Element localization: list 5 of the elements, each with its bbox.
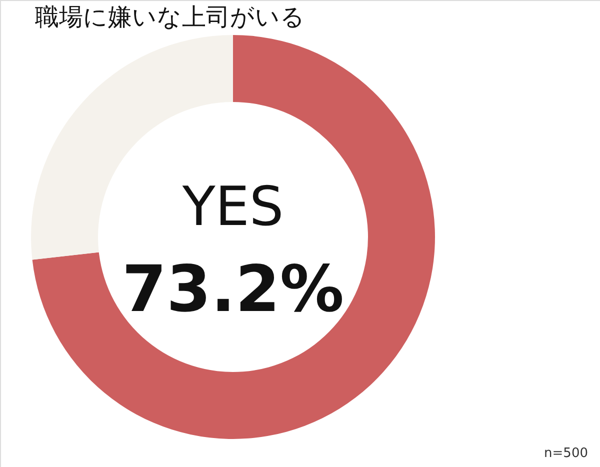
slice-label: YES xyxy=(181,175,284,238)
donut-slice xyxy=(32,35,435,439)
data-label: 73.2% xyxy=(122,253,344,327)
chart-title: 職場に嫌いな上司がいる xyxy=(35,3,305,31)
text: n=500 xyxy=(544,446,588,461)
